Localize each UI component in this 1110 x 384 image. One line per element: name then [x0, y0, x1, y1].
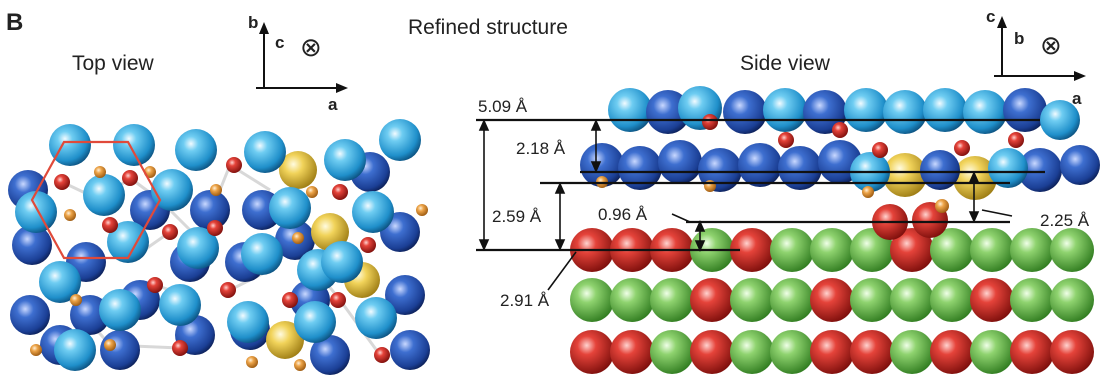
top-axis-a-label: a: [328, 95, 338, 114]
side-axis-b-label: b: [1014, 29, 1024, 48]
figure-title: Refined structure: [408, 16, 568, 39]
hexagon-outline: [30, 140, 162, 260]
top-axis-b-label: b: [248, 13, 258, 32]
top-red-atoms: [54, 157, 390, 363]
distance-label-bottom-gap: 2.91 Å: [500, 291, 550, 310]
top-view-axes: b c ⊗ a: [248, 13, 348, 114]
top-view-title: Top view: [72, 52, 155, 75]
distance-label-upper-gap: 2.18 Å: [516, 139, 566, 158]
dimension-arrows: [478, 119, 1013, 291]
into-page-icon: ⊗: [1040, 30, 1062, 60]
substrate-row-2: [570, 278, 1094, 322]
top-light-blue-atoms: [15, 119, 421, 371]
top-axis-c-label: c: [275, 33, 284, 52]
layer-reference-lines: [476, 118, 1045, 252]
distance-label-right-gap: 2.25 Å: [1040, 211, 1090, 230]
side-axis-a-label: a: [1072, 89, 1082, 108]
into-page-icon: ⊗: [300, 32, 322, 62]
side-view-title: Side view: [740, 52, 831, 75]
substrate-row-3: [570, 330, 1094, 374]
distance-label-total: 5.09 Å: [478, 97, 528, 116]
side-view-axes: c b ⊗ a: [986, 7, 1086, 108]
substrate-row-1: [570, 228, 1094, 272]
top-orange-atoms: [30, 166, 428, 371]
overlayer-lower-row: [580, 140, 1100, 200]
panel-label: B: [6, 9, 23, 36]
distance-label-small-gap: 0.96 Å: [598, 205, 648, 224]
side-orange-atoms: [596, 176, 949, 213]
distance-label-mid-gap: 2.59 Å: [492, 207, 542, 226]
side-red-atoms: [702, 114, 1024, 158]
side-axis-c-label: c: [986, 7, 995, 26]
side-view-structure: 5.09 Å 2.18 Å 2.59 Å 0.96 Å 2.25 Å 2.91 …: [476, 86, 1100, 374]
overlayer-upper-row: [608, 86, 1080, 140]
top-view-structure: [8, 119, 430, 375]
